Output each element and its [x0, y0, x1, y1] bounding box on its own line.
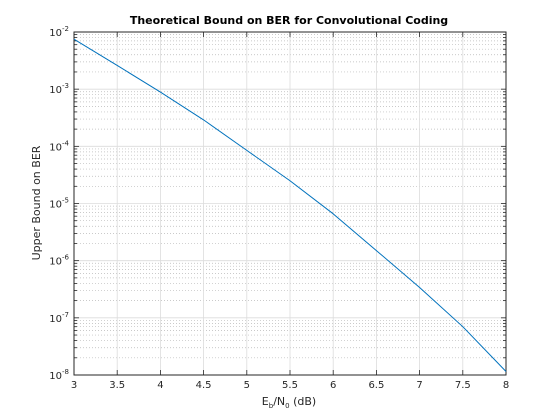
x-tick-label: 3 — [71, 380, 77, 391]
x-tick-label: 7.5 — [455, 380, 471, 391]
y-tick-label: 10-2 — [49, 25, 69, 39]
y-tick-label: 10-7 — [49, 311, 69, 325]
x-tick-label: 5 — [244, 380, 250, 391]
chart-title: Theoretical Bound on BER for Convolution… — [130, 14, 448, 27]
x-tick-label: 3.5 — [109, 380, 125, 391]
x-tick-label: 6.5 — [368, 380, 384, 391]
x-tick-label: 4 — [157, 380, 163, 391]
x-tick-label: 8 — [503, 380, 509, 391]
x-tick-label: 5.5 — [282, 380, 298, 391]
x-tick-label: 6 — [330, 380, 336, 391]
x-tick-labels: 3 3.5 4 4.5 5 5.5 6 6.5 7 7.5 8 — [71, 380, 509, 391]
y-tick-label: 10-4 — [49, 139, 69, 153]
y-tick-labels: 10-8 10-7 10-6 10-5 10-4 10-3 10-2 — [49, 25, 69, 382]
x-tick-label: 4.5 — [196, 380, 212, 391]
y-tick-label: 10-8 — [49, 368, 69, 382]
y-axis-label: Upper Bound on BER — [30, 145, 43, 260]
ber-series-line — [73, 38, 507, 372]
y-tick-label: 10-6 — [49, 254, 69, 268]
series-group — [73, 38, 507, 372]
y-tick-label: 10-5 — [49, 197, 69, 211]
tick-marks — [73, 31, 507, 376]
x-tick-label: 7 — [416, 380, 422, 391]
y-tick-label: 10-3 — [49, 82, 69, 96]
major-grid — [73, 31, 507, 376]
x-axis-label: Eb/N0 (dB) — [262, 395, 316, 410]
